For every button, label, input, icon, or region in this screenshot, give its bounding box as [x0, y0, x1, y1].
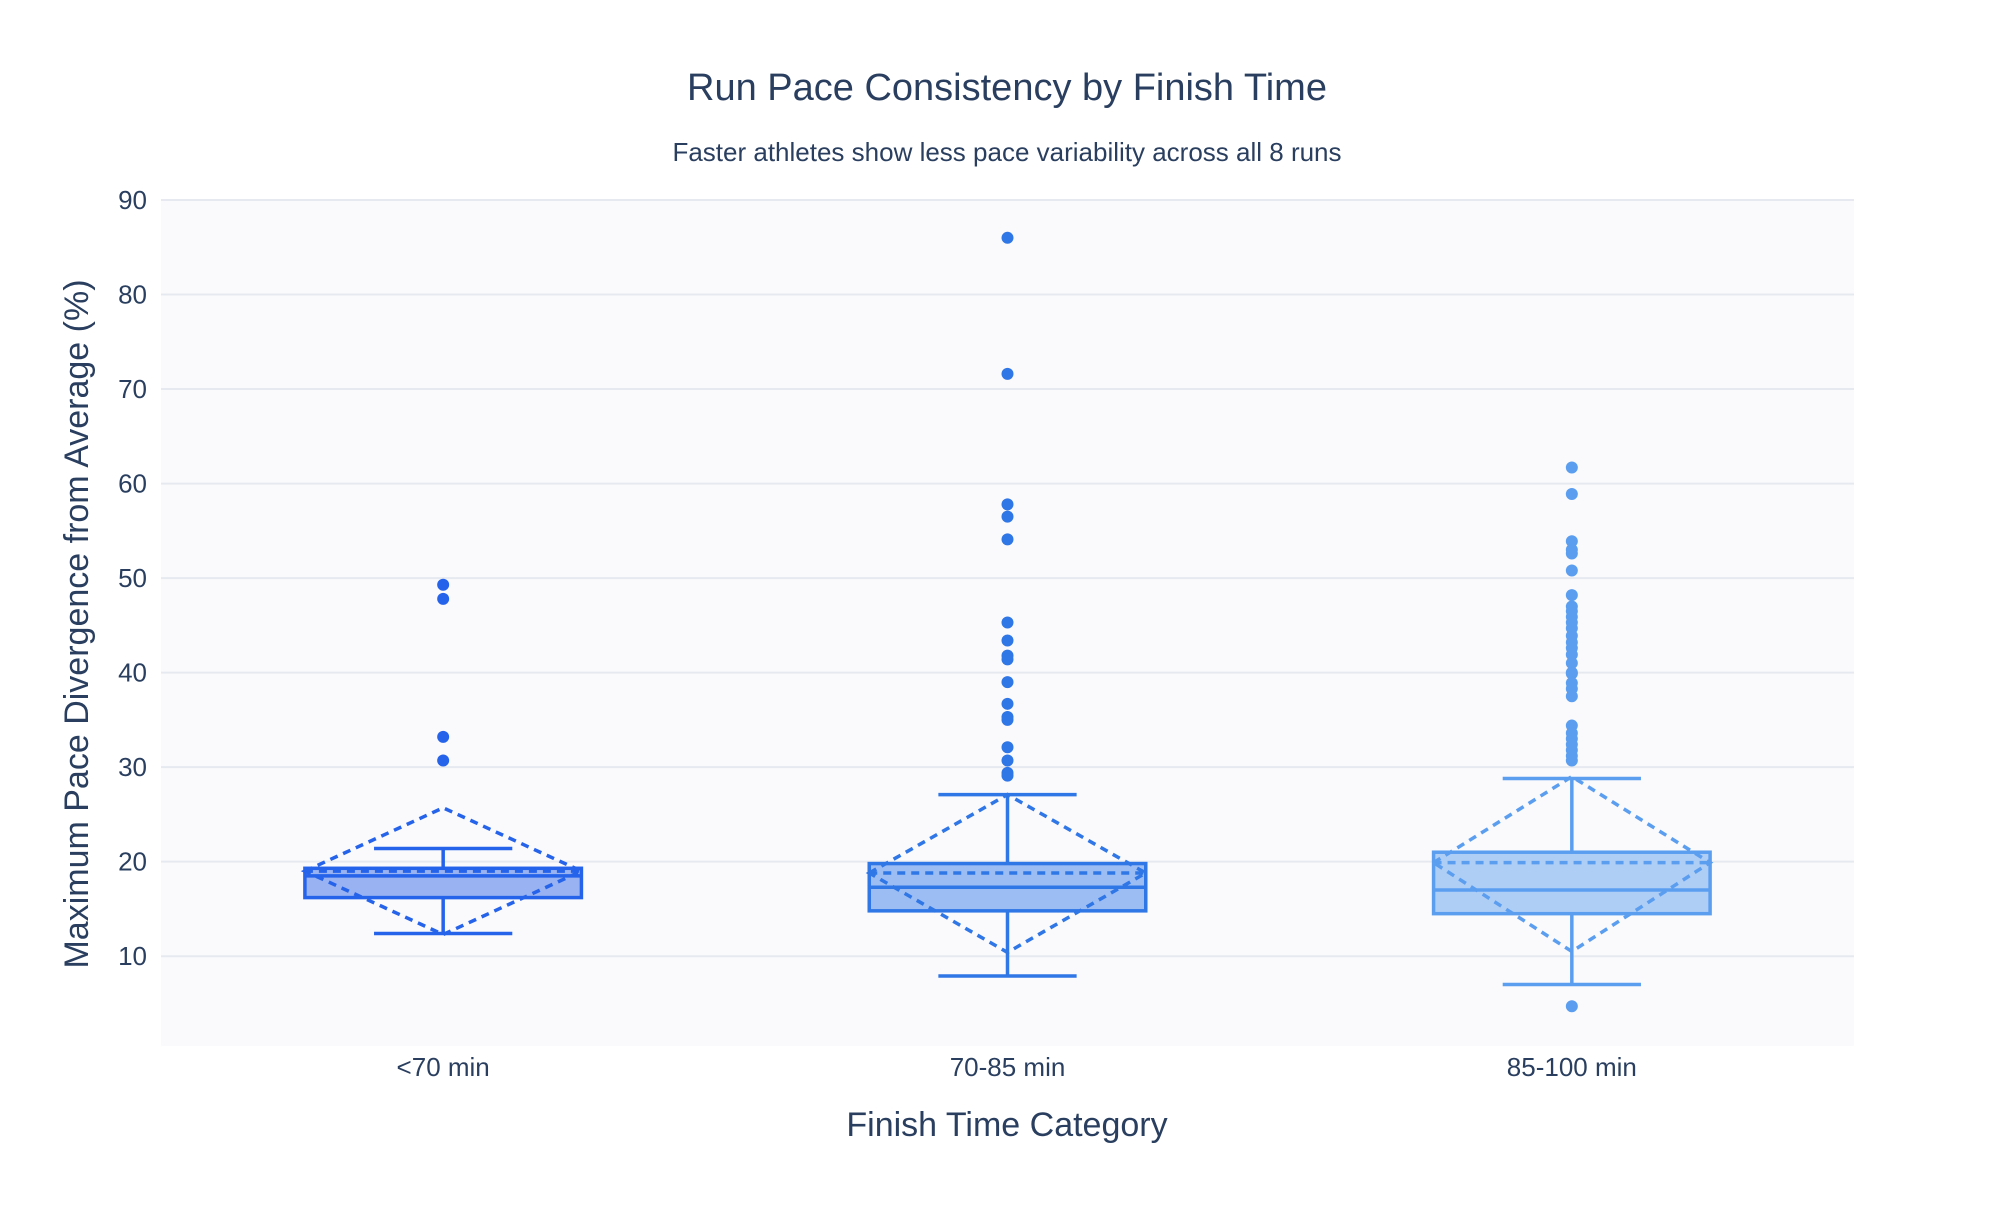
outlier-point — [1001, 533, 1014, 546]
outlier-point — [1001, 231, 1014, 244]
outlier-point — [1565, 535, 1578, 548]
box-group — [1430, 461, 1714, 1013]
outlier-point — [1001, 367, 1014, 380]
outlier-point — [1001, 713, 1014, 726]
outlier-point — [1565, 648, 1578, 661]
iqr-box — [303, 866, 584, 900]
tick-labels: 10 20 30 40 50 60 70 80 90 <70 min 70-85 min 85-100… — [118, 185, 1637, 1082]
y-axis-title: Maximum Pace Divergence from Average (%) — [58, 279, 96, 968]
outlier-point — [1565, 657, 1578, 670]
iqr-box — [1431, 850, 1712, 916]
y-tick-label: 20 — [118, 847, 147, 877]
outlier-point — [1565, 487, 1578, 500]
x-tick-label: <70 min — [397, 1052, 490, 1082]
box-layer — [300, 231, 1714, 1013]
outlier-point — [437, 754, 450, 767]
outlier-point — [1565, 690, 1578, 703]
outlier-point — [1565, 461, 1578, 474]
outlier-point — [1001, 769, 1014, 782]
outlier-point — [1001, 634, 1014, 647]
outlier-point — [1565, 667, 1578, 680]
y-tick-label: 50 — [118, 563, 147, 593]
y-tick-label: 80 — [118, 280, 147, 310]
outlier-point — [1565, 1000, 1578, 1013]
outlier-point — [1565, 754, 1578, 767]
outlier-point — [437, 592, 450, 605]
outlier-point — [1001, 653, 1014, 666]
outlier-point — [1001, 741, 1014, 754]
outlier-point — [1565, 547, 1578, 560]
x-tick-label: 85-100 min — [1507, 1052, 1637, 1082]
outlier-point — [437, 578, 450, 591]
y-tick-label: 90 — [118, 185, 147, 215]
y-tick-label: 60 — [118, 469, 147, 499]
y-tick-label: 30 — [118, 752, 147, 782]
x-tick-label: 70-85 min — [950, 1052, 1066, 1082]
chart-subtitle: Faster athletes show less pace variabili… — [672, 137, 1341, 167]
chart-title: Run Pace Consistency by Finish Time — [687, 67, 1327, 109]
outlier-point — [437, 730, 450, 743]
sd-diamond — [300, 805, 586, 937]
outlier-point — [1001, 697, 1014, 710]
outlier-point — [1001, 498, 1014, 511]
y-tick-label: 70 — [118, 374, 147, 404]
outlier-point — [1565, 589, 1578, 602]
y-tick-label: 40 — [118, 658, 147, 688]
x-axis-title: Finish Time Category — [846, 1106, 1167, 1144]
sd-diamond — [865, 792, 1150, 955]
outlier-point — [1001, 754, 1014, 767]
outlier-point — [1565, 564, 1578, 577]
outlier-point — [1001, 616, 1014, 629]
sd-diamond — [1430, 774, 1714, 954]
box-group — [300, 578, 586, 937]
y-tick-label: 10 — [118, 941, 147, 971]
box-group — [865, 231, 1150, 978]
outlier-point — [1001, 510, 1014, 523]
outlier-point — [1001, 676, 1014, 689]
